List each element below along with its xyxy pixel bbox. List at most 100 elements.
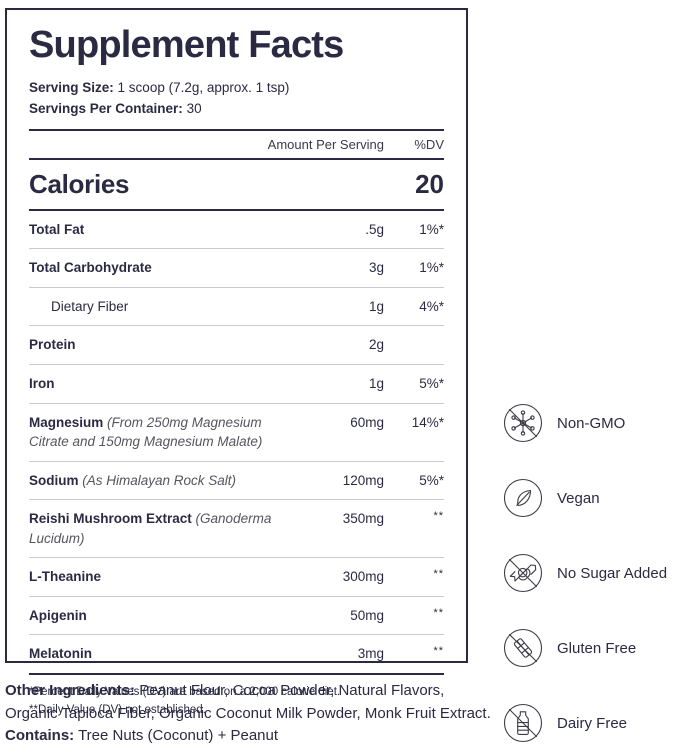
calories-value: 20 bbox=[415, 168, 444, 199]
nutrient-name-text: Dietary Fiber bbox=[51, 298, 129, 314]
nutrient-row: Magnesium (From 250mg Magnesium Citrate … bbox=[29, 404, 444, 461]
nutrient-percent-dv: 14%* bbox=[411, 414, 444, 430]
footnotes: *Percent Daily Values (DV) are based on … bbox=[29, 675, 444, 720]
badge-label: Dairy Free bbox=[557, 714, 628, 732]
nutrient-amount: 350mg bbox=[342, 511, 384, 527]
nutrient-amount: 3g bbox=[368, 260, 384, 276]
row-divider bbox=[29, 499, 444, 501]
badge-label: No Sugar Added bbox=[557, 564, 668, 582]
divider-bottom-thick bbox=[29, 673, 444, 676]
badge-vegan: Vegan bbox=[500, 473, 679, 523]
nutrient-amount: 300mg bbox=[342, 569, 384, 585]
divider-below-calories bbox=[29, 208, 444, 211]
divider-top-thick bbox=[29, 128, 444, 131]
other-ingredients-label: Other Ingredients: bbox=[5, 682, 136, 699]
footnote-dv-not-established: **Daily Value (DV) not established. bbox=[29, 704, 206, 717]
nutrient-source-note: (From 250mg Magnesium Citrate and 150mg … bbox=[29, 414, 263, 450]
servings-per-container-value: 30 bbox=[186, 100, 202, 116]
candy-no-sugar-icon bbox=[500, 550, 546, 596]
nutrient-row: Iron 1g 5%* bbox=[29, 365, 444, 403]
nutrient-name-text: Magnesium bbox=[29, 414, 104, 430]
nutrient-row: Apigenin 50mg ** bbox=[29, 597, 444, 635]
nutrient-name: Total Carbohydrate bbox=[29, 258, 288, 278]
badge-dairy-free: Dairy Free bbox=[500, 698, 679, 748]
nutrient-percent-dv: 5%* bbox=[419, 375, 444, 391]
nutrient-amount: 120mg bbox=[342, 472, 384, 488]
nutrient-percent-dv: ** bbox=[433, 606, 444, 619]
badge-no-sugar-added: No Sugar Added bbox=[500, 548, 679, 598]
row-divider bbox=[29, 460, 444, 462]
badge-non-gmo: Non-GMO bbox=[500, 398, 679, 448]
nutrient-name: Total Fat bbox=[29, 220, 288, 240]
nutrient-amount: 50mg bbox=[350, 607, 384, 623]
nutrient-name: Reishi Mushroom Extract (Ganoderma Lucid… bbox=[29, 509, 288, 548]
nutrient-amount: .5g bbox=[365, 221, 384, 237]
nutrient-name: Protein bbox=[29, 335, 288, 355]
row-divider bbox=[29, 286, 444, 288]
servings-per-container-line: Servings Per Container: 30 bbox=[29, 99, 444, 120]
serving-size-value: 1 scoop (7.2g, approx. 1 tsp) bbox=[117, 79, 290, 95]
table-column-headers: Amount Per Serving %DV bbox=[29, 131, 444, 158]
certification-badges: Non-GMO Vegan No Sugar Added Gluten Free Dai… bbox=[500, 398, 679, 748]
nutrient-row: Melatonin 3mg ** bbox=[29, 635, 444, 673]
nutrient-name: Dietary Fiber bbox=[29, 297, 288, 317]
nutrient-name-text: Iron bbox=[29, 375, 55, 391]
wheat-gluten-free-icon bbox=[500, 625, 546, 671]
other-ingredients-block: Other Ingredients: Peanut Flour, Cocoa P… bbox=[5, 680, 491, 748]
page-title: Supplement Facts bbox=[29, 24, 344, 66]
badge-label: Vegan bbox=[557, 489, 600, 507]
serving-size-label: Serving Size: bbox=[29, 79, 114, 95]
nutrient-name: Magnesium (From 250mg Magnesium Citrate … bbox=[29, 413, 288, 452]
serving-size-line: Serving Size: 1 scoop (7.2g, approx. 1 t… bbox=[29, 78, 444, 99]
nutrient-row: Protein 2g bbox=[29, 326, 444, 364]
milk-bottle-dairy-free-icon bbox=[500, 700, 546, 746]
nutrient-source-note: (As Himalayan Rock Salt) bbox=[78, 472, 237, 488]
calories-row: Calories 20 bbox=[29, 160, 444, 209]
nutrient-row: Total Carbohydrate 3g 1%* bbox=[29, 249, 444, 287]
nutrient-name: Sodium (As Himalayan Rock Salt) bbox=[29, 471, 288, 491]
nutrient-percent-dv: 5%* bbox=[419, 472, 444, 488]
other-ingredients-text: Peanut Flour, Cocoa Powder, Natural Flav… bbox=[5, 682, 491, 722]
contains-label: Contains: bbox=[5, 727, 75, 744]
nutrient-name: Melatonin bbox=[29, 644, 288, 664]
servings-per-container-label: Servings Per Container: bbox=[29, 100, 183, 116]
nutrient-amount: 2g bbox=[368, 337, 384, 353]
molecule-no-gmo-icon bbox=[500, 400, 546, 446]
nutrient-name-text: Reishi Mushroom Extract bbox=[29, 511, 192, 527]
row-divider bbox=[29, 557, 444, 559]
footnote-percent-dv: *Percent Daily Values (DV) are based on … bbox=[29, 686, 341, 699]
supplement-facts-body: Supplement Facts Serving Size: 1 scoop (… bbox=[7, 10, 466, 720]
nutrient-name-text: Total Carbohydrate bbox=[29, 260, 152, 276]
nutrient-amount: 1g bbox=[368, 375, 384, 391]
nutrient-name: L-Theanine bbox=[29, 567, 288, 587]
nutrient-name-text: Total Fat bbox=[29, 221, 85, 237]
contains-text: Tree Nuts (Coconut) + Peanut bbox=[78, 727, 279, 744]
nutrient-name-text: Sodium bbox=[29, 472, 79, 488]
column-header-amount-per-serving: Amount Per Serving bbox=[267, 136, 384, 152]
nutrient-rows: Total Fat .5g 1%* Total Carbohydrate 3g 1%* Di… bbox=[29, 211, 444, 673]
calories-label: Calories bbox=[29, 168, 130, 199]
nutrient-row: Reishi Mushroom Extract (Ganoderma Lucid… bbox=[29, 500, 444, 557]
row-divider bbox=[29, 595, 444, 597]
nutrient-percent-dv: ** bbox=[433, 510, 444, 523]
badge-label: Gluten Free bbox=[557, 639, 637, 657]
nutrient-row: Total Fat .5g 1%* bbox=[29, 211, 444, 249]
row-divider bbox=[29, 248, 444, 250]
nutrient-name-text: Melatonin bbox=[29, 646, 92, 662]
row-divider bbox=[29, 363, 444, 365]
nutrient-percent-dv: 1%* bbox=[419, 260, 444, 276]
nutrient-name: Apigenin bbox=[29, 606, 288, 626]
divider-above-calories bbox=[29, 157, 444, 160]
row-divider bbox=[29, 402, 444, 404]
nutrient-percent-dv: 1%* bbox=[419, 221, 444, 237]
nutrient-amount: 3mg bbox=[357, 646, 384, 662]
supplement-facts-panel: Supplement Facts Serving Size: 1 scoop (… bbox=[5, 8, 468, 716]
nutrient-percent-dv: ** bbox=[433, 645, 444, 658]
badge-gluten-free: Gluten Free bbox=[500, 623, 679, 673]
nutrient-source-note: (Ganoderma Lucidum) bbox=[29, 511, 272, 546]
nutrient-name-text: Protein bbox=[29, 337, 76, 353]
nutrient-name-text: Apigenin bbox=[29, 607, 87, 623]
nutrient-percent-dv: ** bbox=[433, 568, 444, 581]
nutrient-name: Iron bbox=[29, 374, 288, 394]
nutrient-row: L-Theanine 300mg ** bbox=[29, 558, 444, 596]
